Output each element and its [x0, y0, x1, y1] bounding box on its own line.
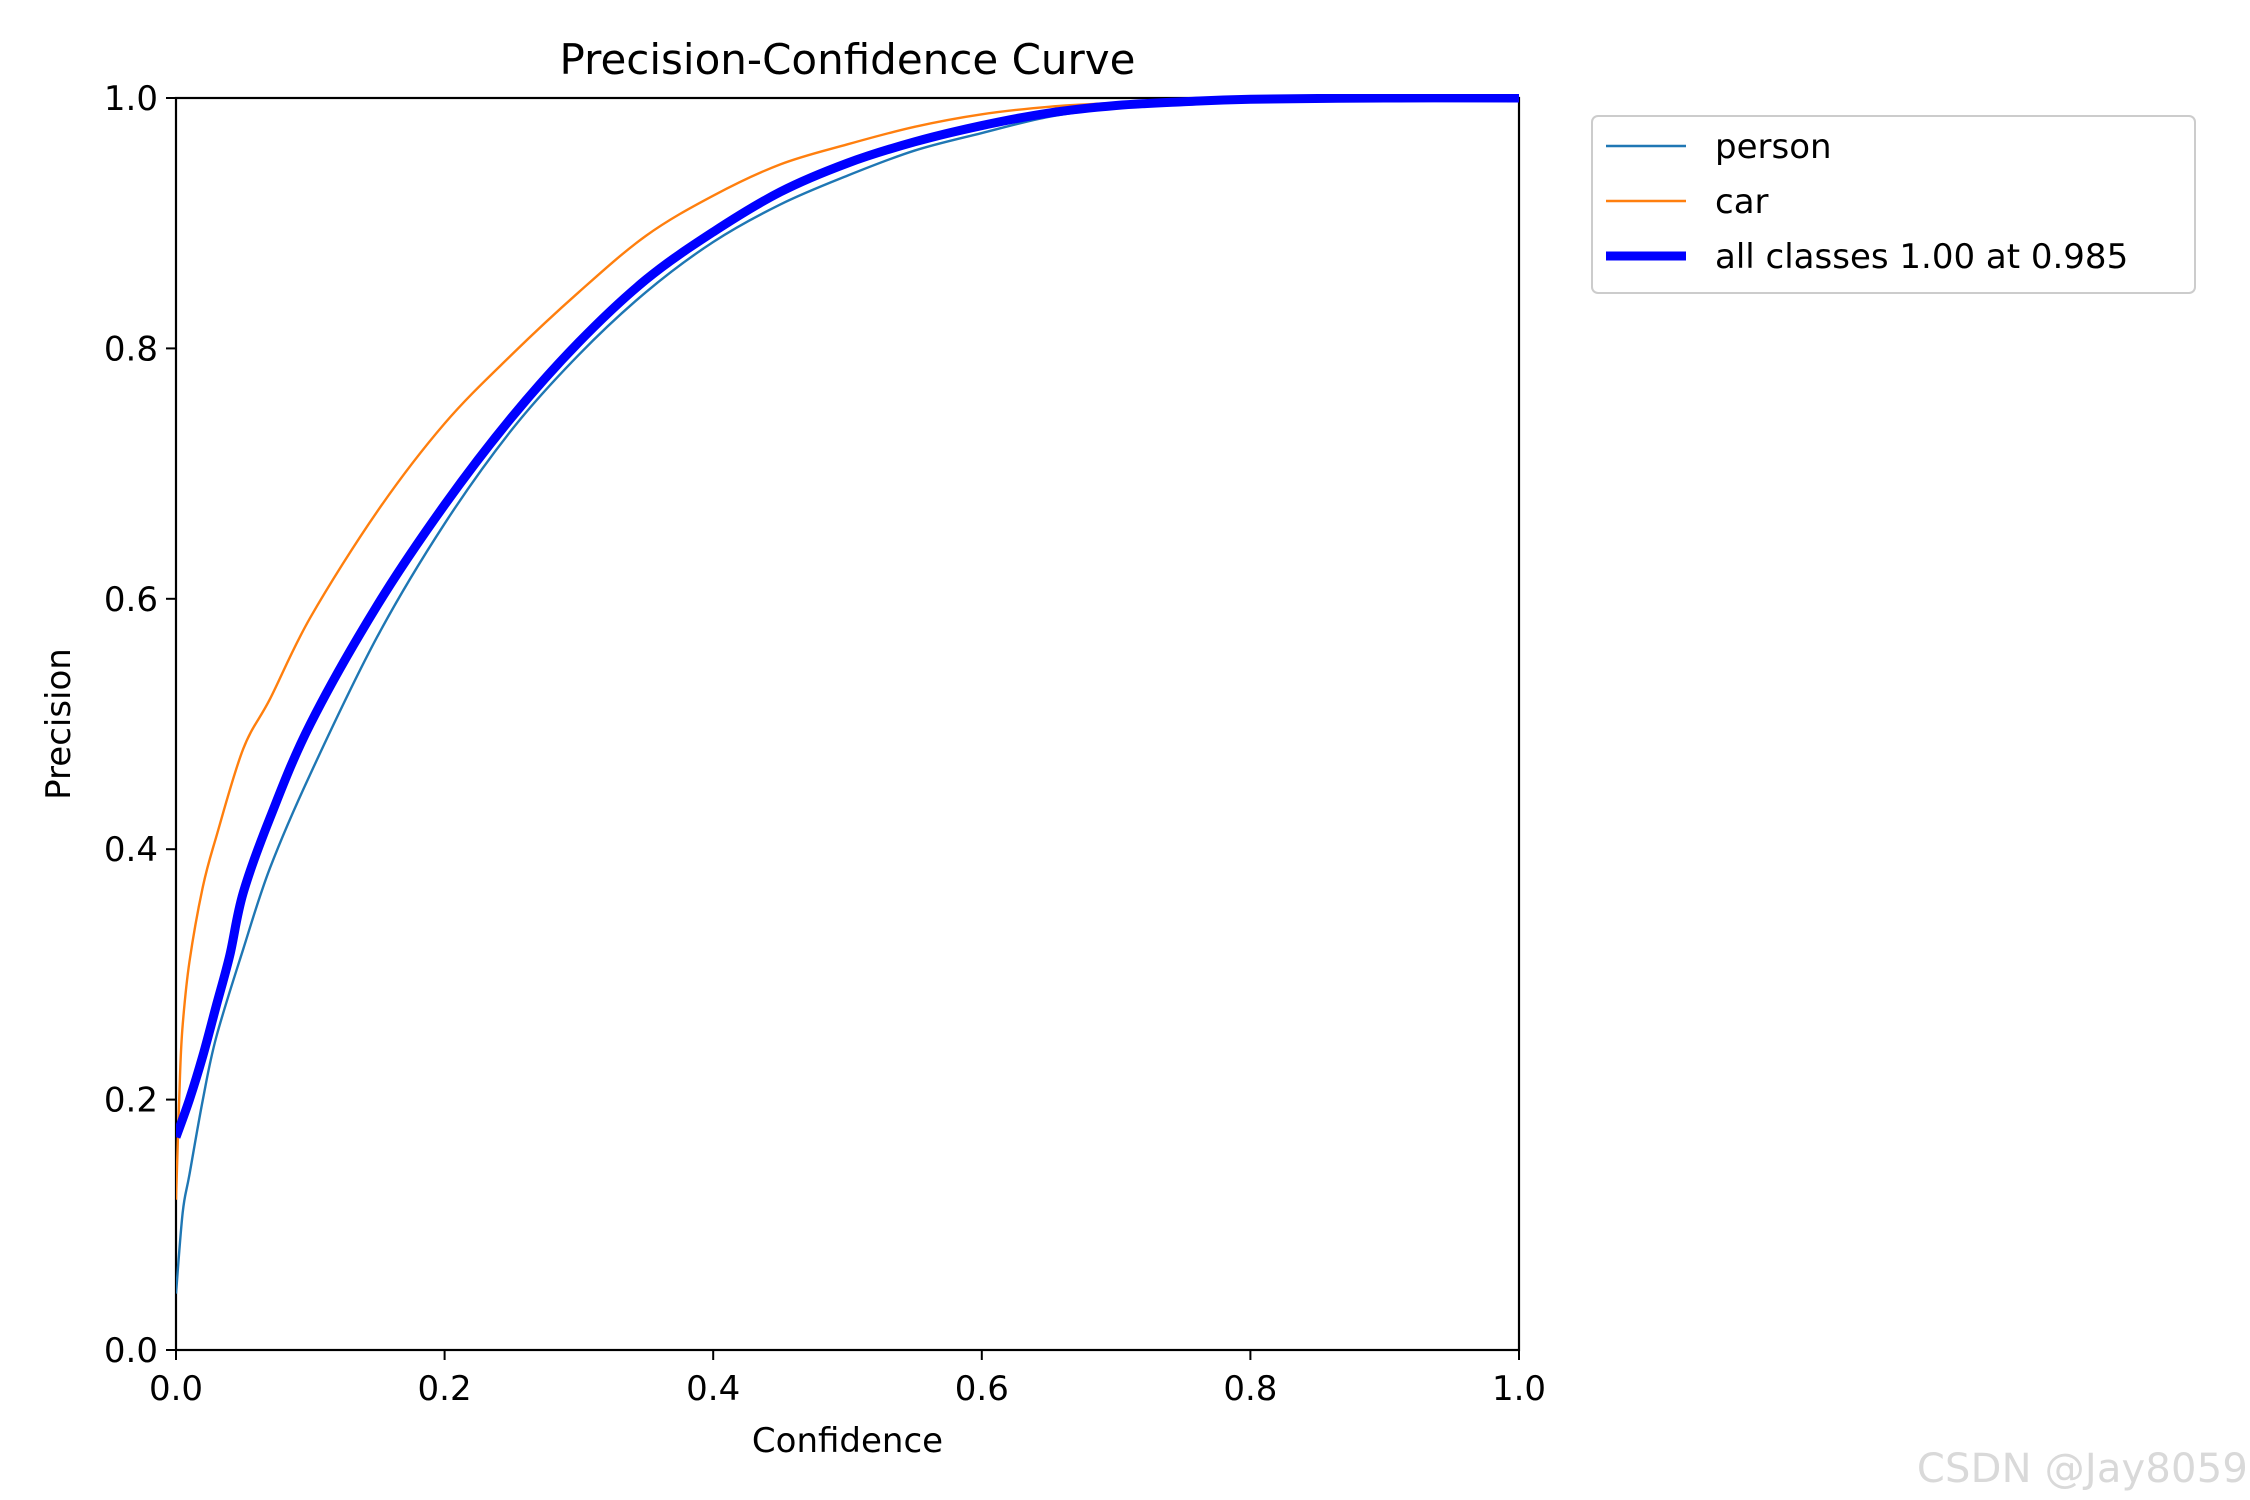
x-tick-label: 1.0: [1492, 1369, 1546, 1409]
plot-area-frame: [174, 96, 1521, 1352]
legend-label: person: [1715, 127, 1832, 167]
series-line-all: [176, 94, 1519, 1139]
y-tick-label: 0.4: [104, 830, 158, 870]
x-tick-label: 0.0: [149, 1369, 203, 1409]
series-layer: [176, 94, 1519, 1294]
y-tick-label: 0.2: [104, 1081, 158, 1121]
x-tick-label: 0.8: [1223, 1369, 1277, 1409]
chart-title: Precision-Confidence Curve: [560, 35, 1136, 84]
series-line-person: [176, 96, 1519, 1294]
chart-legend: person car all classes 1.00 at 0.985: [1591, 115, 2196, 294]
y-axis-label: Precision: [39, 648, 79, 800]
y-tick-label: 0.8: [104, 329, 158, 369]
y-axis-ticks: 0.0 0.2 0.4 0.6 0.8 1.0: [104, 79, 176, 1371]
legend-label: all classes 1.00 at 0.985: [1715, 237, 2128, 277]
legend-items: person car all classes 1.00 at 0.985: [1606, 127, 2128, 277]
legend-box: [1591, 115, 2196, 294]
y-tick-label: 1.0: [104, 79, 158, 119]
y-tick-label: 0.6: [104, 580, 158, 620]
x-axis-label: Confidence: [752, 1421, 943, 1461]
x-tick-label: 0.2: [418, 1369, 472, 1409]
x-tick-label: 0.4: [686, 1369, 740, 1409]
legend-label: car: [1715, 182, 1769, 222]
series-line-car: [176, 96, 1519, 1200]
watermark-text: CSDN @Jay8059: [1916, 1446, 2248, 1492]
y-tick-label: 0.0: [104, 1331, 158, 1371]
x-axis-ticks: 0.0 0.2 0.4 0.6 0.8 1.0: [149, 1350, 1546, 1409]
x-tick-label: 0.6: [955, 1369, 1009, 1409]
